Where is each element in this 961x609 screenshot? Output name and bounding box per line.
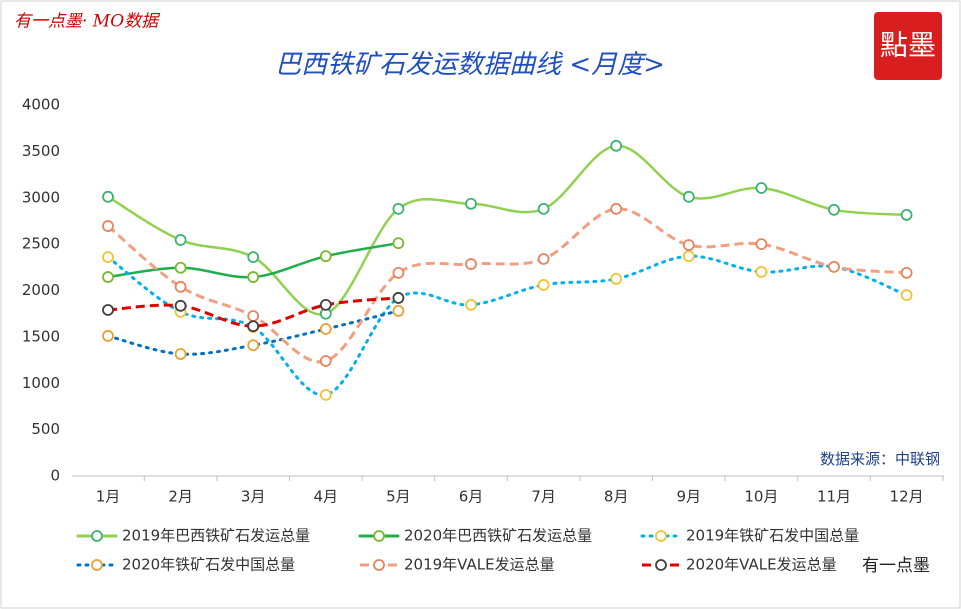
legend-marker [373, 559, 385, 571]
series-line [106, 309, 400, 356]
source-note: 数据来源：中联钢 [820, 450, 940, 468]
data-point [102, 330, 114, 342]
legend-label: 2019年巴西铁矿石发运总量 [122, 527, 310, 545]
data-point [319, 323, 332, 335]
data-point [755, 182, 768, 194]
x-tick-label: 3月 [241, 488, 266, 506]
legend-label: 2020年巴西铁矿石发运总量 [404, 527, 592, 545]
data-point [174, 234, 187, 246]
data-point [247, 271, 260, 283]
x-tick-label: 4月 [314, 488, 339, 506]
data-point [900, 209, 913, 221]
legend-marker [373, 530, 385, 542]
legend-marker [655, 530, 667, 542]
data-point [102, 304, 114, 316]
x-tick-label: 6月 [459, 488, 484, 506]
data-point [102, 220, 114, 232]
y-tick-label: 500 [31, 420, 60, 438]
x-tick-label: 9月 [677, 488, 702, 506]
data-point [102, 271, 114, 283]
data-point [682, 250, 695, 263]
y-tick-label: 0 [50, 467, 60, 485]
chart-title: 巴西铁矿石发运数据曲线 <月度> [275, 50, 665, 80]
y-tick-label: 1000 [22, 374, 60, 392]
data-point [900, 289, 913, 302]
y-tick-label: 1500 [22, 327, 60, 345]
data-point [174, 280, 187, 293]
data-point [610, 139, 623, 152]
data-point [755, 266, 768, 278]
data-point [900, 266, 913, 279]
data-point [174, 299, 187, 312]
data-point [319, 355, 332, 367]
y-tick-label: 2500 [22, 235, 60, 253]
series-line [106, 254, 909, 397]
data-point [828, 203, 840, 216]
legend-label: 2019年铁矿石发中国总量 [686, 527, 859, 545]
data-point [465, 298, 477, 311]
data-point [537, 202, 550, 215]
data-point [537, 279, 550, 291]
data-point [392, 292, 405, 304]
data-point [465, 197, 477, 210]
x-tick-label: 5月 [386, 488, 411, 506]
x-tick-label: 8月 [604, 488, 629, 506]
data-point [102, 251, 114, 264]
x-tick-label: 10月 [744, 488, 778, 506]
data-point [828, 260, 840, 273]
stamp-box [874, 12, 942, 80]
data-point [319, 298, 332, 311]
data-point [247, 251, 260, 264]
data-point [247, 320, 260, 333]
x-tick-label: 7月 [531, 488, 556, 506]
legend-marker [655, 559, 667, 571]
data-point [247, 339, 260, 352]
data-point [465, 258, 477, 270]
data-point [610, 202, 623, 215]
data-point [392, 202, 405, 215]
data-point [392, 266, 405, 279]
y-tick-label: 2000 [22, 281, 60, 299]
data-point [682, 190, 695, 203]
brand: 有一点墨· MO数据 [14, 12, 161, 32]
data-point [682, 239, 695, 251]
data-point [537, 253, 550, 265]
data-point [319, 388, 332, 401]
y-tick-label: 3500 [22, 142, 60, 160]
data-point [174, 261, 187, 274]
legend-marker [91, 530, 103, 542]
x-tick-label: 1月 [96, 488, 121, 506]
x-tick-label: 12月 [890, 488, 924, 506]
data-point [102, 190, 114, 203]
data-point [392, 237, 405, 250]
data-point [755, 238, 768, 251]
legend-label: 2019年VALE发运总量 [404, 556, 555, 574]
watermark: 有一点墨 [862, 556, 930, 576]
legend-marker [91, 559, 103, 571]
stamp: 點墨 [880, 29, 936, 62]
data-point [392, 305, 405, 317]
y-tick-label: 3000 [22, 188, 60, 206]
data-point [610, 273, 623, 285]
data-point [319, 250, 332, 263]
legend-label: 2020年铁矿石发中国总量 [122, 556, 295, 574]
x-tick-label: 11月 [817, 488, 851, 506]
x-tick-label: 2月 [168, 488, 193, 506]
data-point [247, 310, 260, 322]
data-point [174, 348, 187, 360]
legend-label: 2020年VALE发运总量 [686, 556, 837, 574]
y-tick-label: 4000 [22, 96, 60, 114]
